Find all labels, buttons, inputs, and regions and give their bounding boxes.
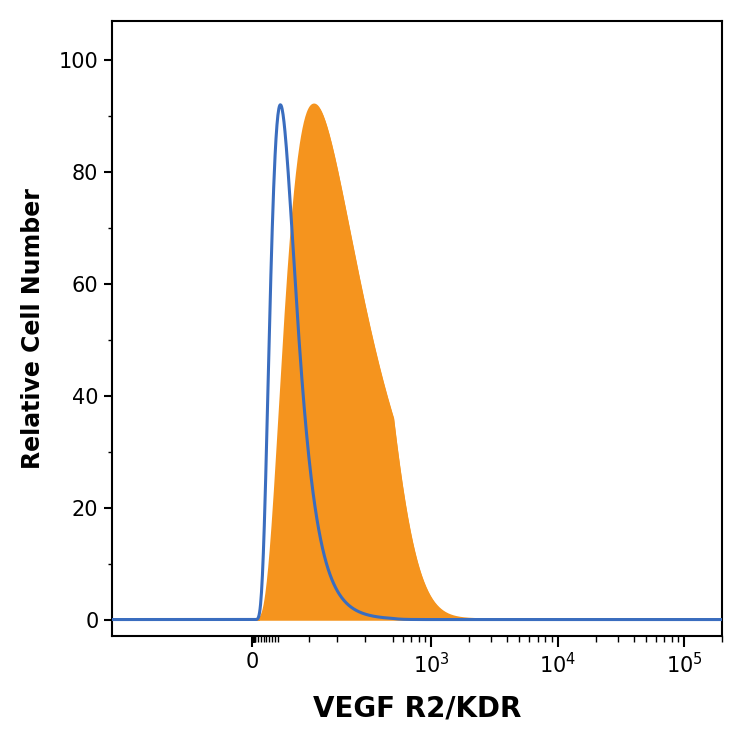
X-axis label: VEGF R2/KDR: VEGF R2/KDR xyxy=(313,694,521,722)
Y-axis label: Relative Cell Number: Relative Cell Number xyxy=(21,188,45,469)
